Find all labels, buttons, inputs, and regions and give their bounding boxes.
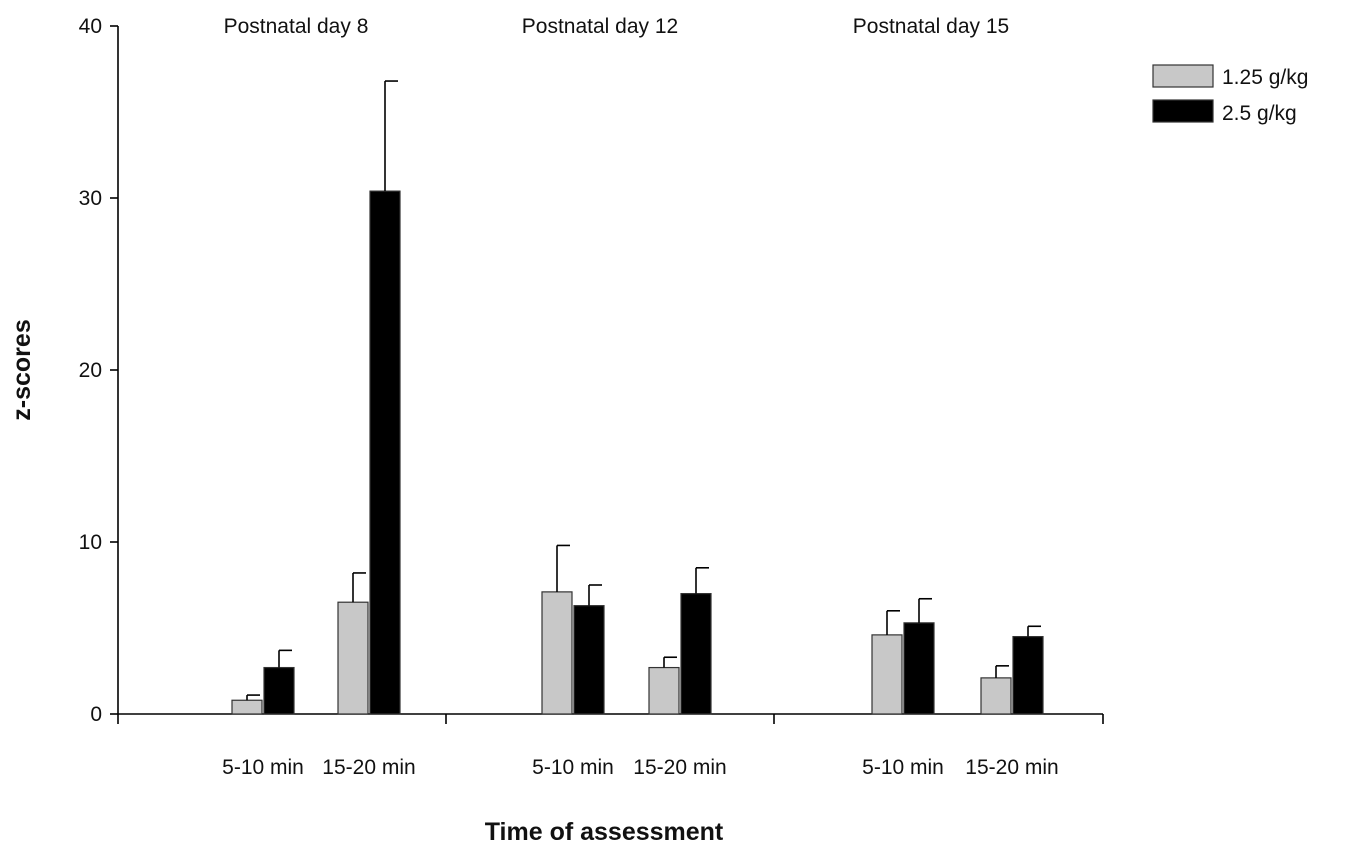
- bar: [573, 605, 605, 715]
- legend-swatch-1: [1152, 64, 1214, 88]
- bar: [903, 622, 935, 715]
- group-label: Postnatal day 15: [853, 15, 1009, 38]
- y-tick-label: 0: [90, 703, 102, 726]
- x-tick-label: 15-20 min: [633, 756, 726, 779]
- bars: [231, 190, 1044, 715]
- y-axis-label: z-scores: [8, 319, 36, 420]
- bar: [680, 592, 712, 715]
- legend-label-1: 1.25 g/kg: [1222, 66, 1308, 89]
- bar: [648, 666, 680, 715]
- x-tick-label: 15-20 min: [322, 756, 415, 779]
- y-tick-label: 20: [79, 359, 102, 382]
- bar: [337, 601, 369, 715]
- x-tick-label: 5-10 min: [532, 756, 614, 779]
- legend-swatch-2: [1152, 99, 1214, 123]
- bar: [871, 634, 903, 715]
- labels: 0 10 20 30 40 5-10 min 15-20 min 5-10 min 15-20 …: [79, 15, 1059, 779]
- group-label: Postnatal day 8: [224, 15, 369, 38]
- bar: [231, 699, 263, 715]
- x-axis-label: Time of assessment: [485, 818, 724, 846]
- axes: [110, 25, 1104, 724]
- y-tick-label: 40: [79, 15, 102, 38]
- y-tick-label: 10: [79, 531, 102, 554]
- legend-label-2: 2.5 g/kg: [1222, 102, 1297, 125]
- x-tick-label: 5-10 min: [222, 756, 304, 779]
- bar: [1012, 635, 1044, 715]
- bar: [541, 591, 573, 715]
- bar: [980, 677, 1012, 715]
- group-label: Postnatal day 12: [522, 15, 678, 38]
- x-tick-label: 15-20 min: [965, 756, 1058, 779]
- bar: [263, 666, 295, 715]
- error-bars: [246, 80, 1041, 701]
- y-tick-label: 30: [79, 187, 102, 210]
- legend: 1.25 g/kg 2.5 g/kg: [1152, 64, 1308, 125]
- x-tick-label: 5-10 min: [862, 756, 944, 779]
- bar: [369, 190, 401, 715]
